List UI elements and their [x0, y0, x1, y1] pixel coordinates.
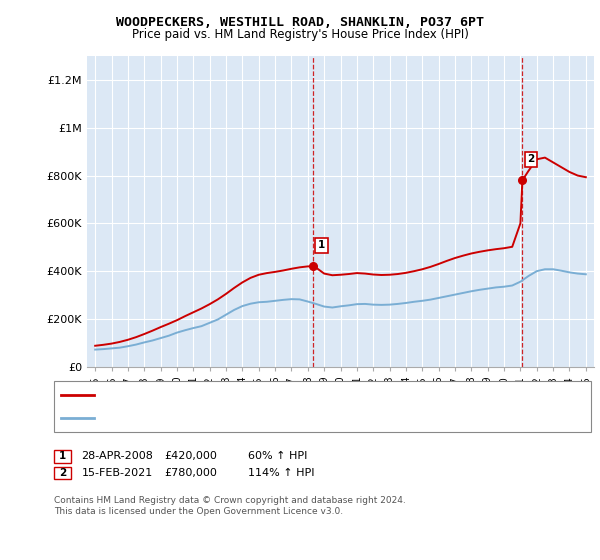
- Text: WOODPECKERS, WESTHILL ROAD, SHANKLIN, PO37 6PT (detached house): WOODPECKERS, WESTHILL ROAD, SHANKLIN, PO…: [100, 390, 485, 400]
- Text: 114% ↑ HPI: 114% ↑ HPI: [248, 468, 314, 478]
- Text: 28-APR-2008: 28-APR-2008: [82, 451, 154, 461]
- Text: WOODPECKERS, WESTHILL ROAD, SHANKLIN, PO37 6PT: WOODPECKERS, WESTHILL ROAD, SHANKLIN, PO…: [116, 16, 484, 29]
- Text: Contains HM Land Registry data © Crown copyright and database right 2024.
This d: Contains HM Land Registry data © Crown c…: [54, 496, 406, 516]
- Text: £420,000: £420,000: [164, 451, 217, 461]
- Text: 2: 2: [59, 468, 66, 478]
- Text: 1: 1: [318, 240, 325, 250]
- Text: 1: 1: [59, 451, 66, 461]
- Text: HPI: Average price, detached house, Isle of Wight: HPI: Average price, detached house, Isle…: [100, 413, 358, 423]
- Text: £780,000: £780,000: [164, 468, 217, 478]
- Text: 2: 2: [527, 155, 535, 165]
- Text: 15-FEB-2021: 15-FEB-2021: [82, 468, 153, 478]
- Text: 60% ↑ HPI: 60% ↑ HPI: [248, 451, 307, 461]
- Text: Price paid vs. HM Land Registry's House Price Index (HPI): Price paid vs. HM Land Registry's House …: [131, 28, 469, 41]
